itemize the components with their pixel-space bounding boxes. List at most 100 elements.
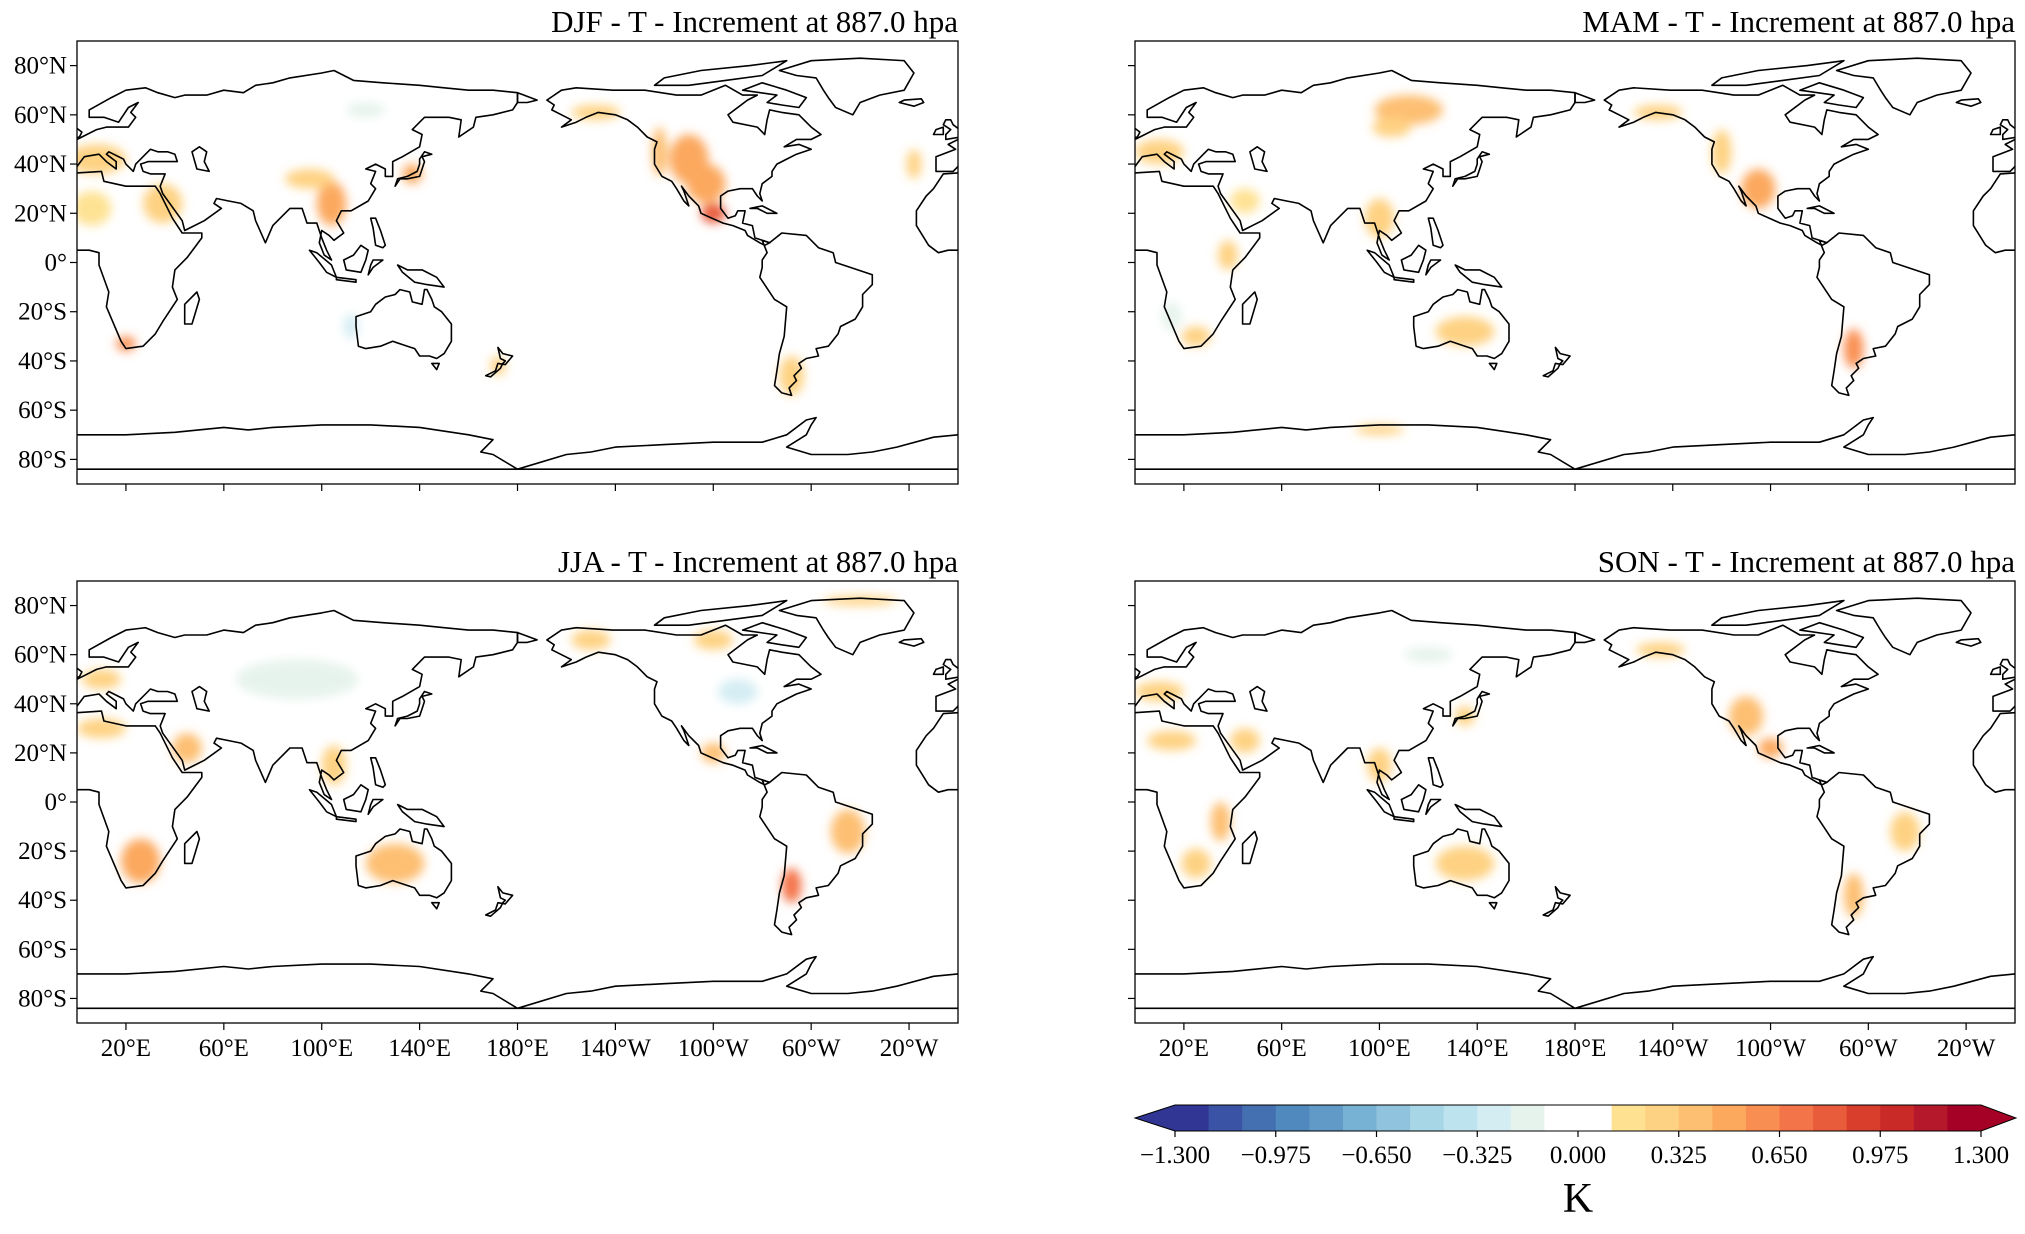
colorbar-bin bbox=[1309, 1105, 1344, 1131]
coastline bbox=[741, 82, 808, 109]
contour-blob bbox=[1435, 846, 1495, 881]
y-tick-label: 0° bbox=[45, 789, 68, 816]
coastline bbox=[1603, 84, 1879, 247]
contour-blob bbox=[1711, 129, 1732, 174]
panel-title: MAM - T - Increment at 887.0 hpa bbox=[1582, 4, 2015, 39]
coastline bbox=[484, 346, 514, 378]
coastline bbox=[335, 815, 357, 823]
coastline bbox=[369, 217, 387, 249]
contour-blob bbox=[1741, 168, 1776, 209]
coastline bbox=[1955, 637, 1982, 647]
contour-blob bbox=[571, 104, 621, 120]
coastline bbox=[1249, 146, 1268, 173]
coastline bbox=[367, 259, 384, 276]
coastline bbox=[1393, 815, 1415, 823]
coastline bbox=[759, 232, 874, 397]
x-tick-label: 140°W bbox=[1637, 1035, 1708, 1062]
contour-blob bbox=[1890, 811, 1920, 852]
map-panel-mam: MAM - T - Increment at 887.0 hpa bbox=[1128, 4, 2016, 491]
contour-blob bbox=[172, 733, 202, 763]
x-tick-label: 60°E bbox=[1257, 1035, 1307, 1062]
contour-blob bbox=[1636, 642, 1685, 658]
contour-blob bbox=[236, 659, 359, 699]
coastline bbox=[77, 710, 203, 889]
coastline bbox=[1135, 710, 1261, 889]
map-panel-son: SON - T - Increment at 887.0 hpa 20°E 60°E… bbox=[957, 544, 2016, 1062]
coastline bbox=[394, 690, 433, 727]
x-tick-label: 100°W bbox=[678, 1035, 749, 1062]
coastline bbox=[546, 624, 822, 786]
contour-blob bbox=[701, 203, 726, 224]
coastline bbox=[1135, 963, 1576, 1010]
map-area bbox=[957, 581, 2015, 1023]
contour-blob bbox=[365, 843, 425, 884]
colorbar-bin bbox=[1745, 1105, 1780, 1131]
colorbar: −1.300 −0.975 −0.650 −0.325 0.000 0.325 0.650 0… bbox=[1133, 1104, 2018, 1222]
contour-blob bbox=[1230, 188, 1260, 214]
y-tick-label: 20°S bbox=[18, 838, 67, 865]
coastline bbox=[749, 205, 778, 215]
coastline bbox=[653, 599, 788, 626]
colorbar-tick-label: −0.325 bbox=[1442, 1142, 1512, 1169]
map-area bbox=[77, 41, 958, 484]
coastline bbox=[1135, 609, 1576, 801]
coastline bbox=[942, 658, 958, 680]
coastline bbox=[342, 244, 369, 274]
contour-blob bbox=[1181, 326, 1211, 347]
colorbar-bin bbox=[1242, 1105, 1277, 1131]
contour-blob bbox=[1729, 696, 1764, 736]
coastline bbox=[191, 146, 210, 173]
y-tick-label: 80°S bbox=[18, 446, 67, 473]
x-tick-label: 60°W bbox=[1839, 1035, 1898, 1062]
contour-blob bbox=[1135, 139, 1184, 165]
coastline bbox=[778, 57, 915, 116]
y-tick-label: 80°N bbox=[14, 53, 67, 80]
contour-blob bbox=[781, 868, 802, 903]
contour-blob bbox=[77, 191, 112, 226]
colorbar-bin bbox=[1342, 1105, 1377, 1131]
map-panel-djf: DJF - T - Increment at 887.0 hpa 80°N 60°N… bbox=[14, 4, 959, 491]
coastline bbox=[1488, 362, 1498, 371]
coastline bbox=[1412, 828, 1510, 899]
y-tick-label: 20°N bbox=[14, 740, 67, 767]
contour-blob bbox=[779, 356, 804, 396]
coastline bbox=[191, 685, 210, 712]
colorbar-bin bbox=[1175, 1105, 1210, 1131]
x-tick-label: 20°E bbox=[1159, 1035, 1209, 1062]
coastline bbox=[369, 757, 387, 789]
coastline bbox=[342, 784, 369, 813]
coastline bbox=[431, 901, 440, 910]
coastline bbox=[1488, 901, 1498, 910]
colorbar-bin bbox=[1813, 1105, 1848, 1131]
coastline bbox=[1574, 631, 1596, 644]
contour-blob bbox=[1843, 873, 1864, 918]
coastline bbox=[759, 771, 874, 936]
map-panel-jja: JJA - T - Increment at 887.0 hpa 80°N 60°N… bbox=[14, 544, 959, 1062]
colorbar-tick-label: −0.650 bbox=[1341, 1142, 1411, 1169]
colorbar-tick-label: 0.975 bbox=[1852, 1142, 1908, 1169]
coastline bbox=[932, 126, 945, 136]
coastline bbox=[1574, 955, 2015, 1010]
colorbar-tick-label: 0.325 bbox=[1651, 1142, 1707, 1169]
x-tick-label: 60°W bbox=[782, 1035, 841, 1062]
coastline bbox=[749, 744, 778, 754]
colorbar-extend-min bbox=[1135, 1105, 1175, 1131]
coastline bbox=[1249, 685, 1268, 712]
colorbar-bin bbox=[1846, 1105, 1881, 1131]
colorbar-bin bbox=[1208, 1105, 1243, 1131]
coastline bbox=[1816, 771, 1931, 936]
colorbar-bin bbox=[1376, 1105, 1411, 1131]
coastline bbox=[77, 963, 519, 1010]
coastline bbox=[516, 955, 958, 1010]
colorbar-bin bbox=[1510, 1105, 1545, 1131]
coastline bbox=[957, 598, 1091, 655]
coastline bbox=[942, 119, 958, 141]
colorbar-bin bbox=[1913, 1105, 1948, 1131]
coastline bbox=[1835, 597, 1972, 656]
contour-blob bbox=[316, 181, 347, 226]
x-tick-label: 20°W bbox=[1937, 1035, 1996, 1062]
coastline bbox=[396, 264, 445, 288]
y-tick-label: 40°S bbox=[18, 887, 67, 914]
coastline bbox=[396, 803, 445, 828]
